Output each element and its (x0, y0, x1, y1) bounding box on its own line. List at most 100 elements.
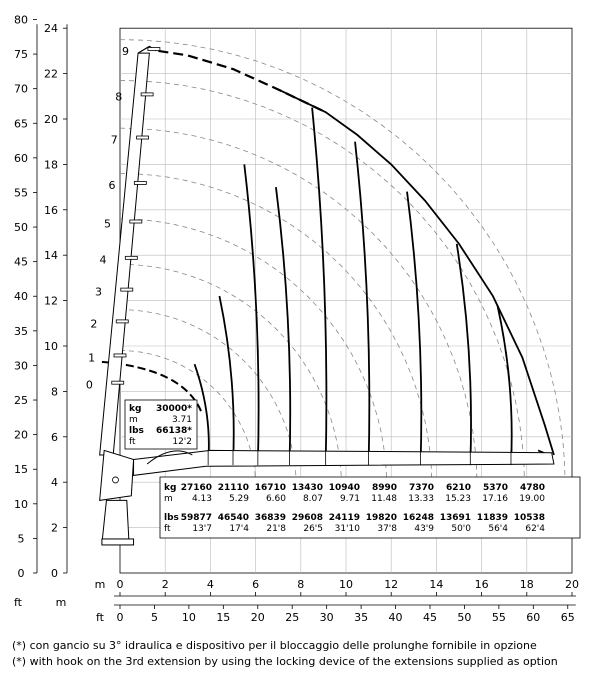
load-table-cell: 15.23 (445, 494, 471, 504)
mast-body (99, 52, 150, 456)
load-table-cell: 5.29 (229, 494, 249, 504)
load-table-frame (159, 476, 581, 539)
reach-limit-curve (218, 295, 235, 465)
m-vertical-tick-label: 4 (51, 476, 58, 489)
extension-number: 0 (86, 379, 93, 392)
ft-horizontal-tick-label: 30 (320, 611, 334, 624)
ft-horizontal-tick-label: 50 (457, 611, 471, 624)
extension-number: 4 (99, 254, 106, 267)
load-table-cell: 6.60 (266, 494, 286, 504)
ft-vertical-unit: ft (14, 596, 23, 609)
ft-vertical-tick-label: 65 (14, 117, 28, 130)
boom-cylinder (146, 450, 193, 465)
ft-horizontal-tick-label: 15 (216, 611, 230, 624)
chart-axes: 0510152025303540455055606570758002468101… (14, 13, 579, 624)
extension-notch (124, 255, 138, 260)
extension-notch (111, 380, 125, 385)
reach-limit-curve (354, 141, 371, 465)
m-vertical-tick-label: 22 (44, 68, 58, 81)
m-vertical-tick-label: 16 (44, 204, 58, 217)
m-horizontal-tick-label: 14 (429, 578, 443, 591)
load-table-cell: 13'7 (192, 524, 212, 534)
m-vertical-tick-label: 18 (44, 158, 58, 171)
load-table-cell: 9.71 (340, 494, 360, 504)
load-table-row-label: m (164, 494, 173, 504)
ft-vertical-tick-label: 40 (14, 290, 28, 303)
extension-number: 5 (104, 217, 111, 230)
load-table-cell: 11.48 (371, 494, 397, 504)
crane-base (101, 499, 130, 544)
extension-number: 8 (115, 90, 122, 103)
reach-limit-curve (275, 186, 292, 465)
load-table-cell: 59877 (181, 513, 212, 523)
ft-horizontal-tick-label: 45 (423, 611, 437, 624)
reach-limit-curve (455, 243, 472, 465)
hook-box-label: ft (129, 437, 136, 447)
extension-notch (136, 135, 150, 140)
load-table-cell: 24119 (329, 513, 360, 523)
ft-horizontal-tick-label: 65 (561, 611, 575, 624)
hook-box-label: lbs (129, 426, 144, 436)
m-vertical-tick-label: 6 (51, 431, 58, 444)
hook-box-value: 30000* (156, 404, 192, 414)
ft-horizontal-tick-label: 55 (492, 611, 506, 624)
extension-notch (115, 319, 129, 324)
load-table-cell: 46540 (218, 513, 249, 523)
load-table-cell: 10538 (514, 513, 545, 523)
load-table-cell: 16248 (403, 513, 434, 523)
load-table-cell: 21'8 (266, 524, 286, 534)
extension-notch (120, 287, 134, 292)
extension-notch (133, 181, 147, 185)
ft-vertical-tick-label: 45 (14, 256, 28, 269)
load-table-cell: 21110 (218, 483, 249, 493)
ft-vertical-tick-label: 70 (14, 83, 28, 96)
load-table-cell: 8990 (372, 483, 397, 493)
load-table-cell: 16710 (255, 483, 286, 493)
ft-vertical-tick-label: 25 (14, 394, 28, 407)
load-table-cell: 43'9 (414, 524, 434, 534)
reach-arc (119, 39, 566, 511)
extension-number: 1 (88, 351, 95, 364)
ft-vertical-tick-label: 75 (14, 48, 28, 61)
hook-box-frame (124, 399, 198, 450)
ft-vertical-tick-label: 15 (14, 463, 28, 476)
load-table-cell: 8.07 (303, 494, 323, 504)
load-table-cell: 31'10 (335, 524, 361, 534)
hook-box-label: m (129, 415, 138, 425)
extension-number: 9 (122, 45, 129, 58)
load-table-row-label: ft (164, 524, 171, 534)
hook-box-value: 66138* (156, 426, 192, 436)
envelope-solid (277, 88, 555, 456)
load-table-row-label: lbs (164, 513, 179, 523)
m-horizontal-tick-label: 6 (252, 578, 259, 591)
ft-horizontal-tick-label: 10 (182, 611, 196, 624)
load-table-cell: 19820 (366, 513, 397, 523)
reach-arc (119, 80, 525, 509)
ft-horizontal-tick-label: 25 (285, 611, 299, 624)
ft-horizontal-tick-label: 20 (251, 611, 265, 624)
ft-horizontal-tick-label: 0 (117, 611, 124, 624)
reach-arc (119, 218, 388, 501)
reach-arc (119, 173, 433, 504)
ft-vertical-tick-label: 0 (18, 567, 25, 580)
ft-vertical-tick-label: 55 (14, 186, 28, 199)
horizontal-boom (133, 449, 555, 476)
m-vertical-tick-label: 0 (51, 567, 58, 580)
m-horizontal-tick-label: 4 (207, 578, 214, 591)
extension-number: 6 (109, 179, 116, 192)
load-table-cell: 10940 (329, 483, 360, 493)
ft-horizontal-unit: ft (96, 611, 105, 624)
load-table-cell: 36839 (255, 513, 286, 523)
ft-vertical-tick-label: 35 (14, 325, 28, 338)
extension-number: 7 (111, 133, 118, 146)
extension-number: 2 (90, 317, 97, 330)
m-horizontal-tick-label: 18 (520, 578, 534, 591)
m-horizontal-tick-label: 12 (384, 578, 398, 591)
reach-limit-curve (243, 164, 260, 465)
load-table-cell: 13430 (292, 483, 323, 493)
load-table-cell: 27160 (181, 483, 212, 493)
load-table-cell: 4780 (520, 483, 545, 493)
m-vertical-tick-label: 10 (44, 340, 58, 353)
